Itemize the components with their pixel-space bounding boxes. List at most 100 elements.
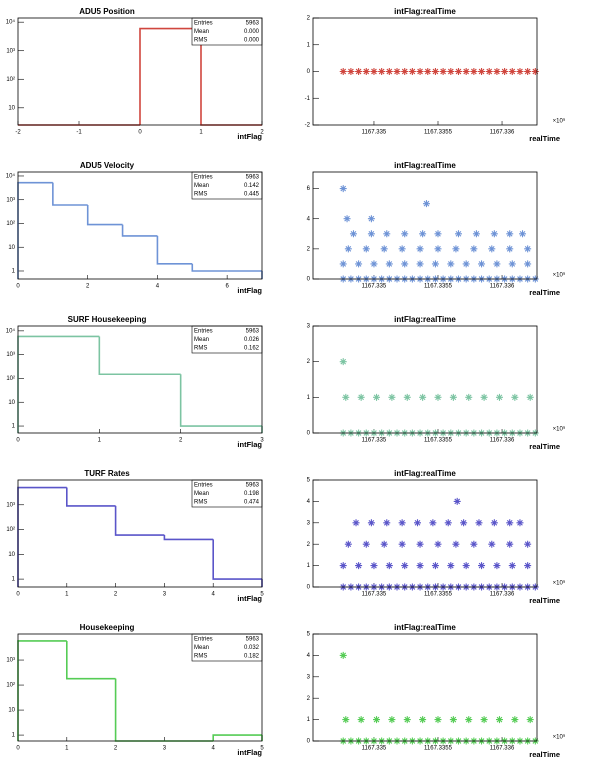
- point: [431, 562, 439, 570]
- x-tick-label: 1: [65, 746, 69, 752]
- point: [343, 215, 351, 223]
- point: [508, 260, 516, 268]
- stats-value: 0.000: [244, 29, 260, 35]
- y-tick-label: 1: [12, 577, 16, 583]
- plot-frame: [17, 479, 263, 588]
- point: [462, 68, 470, 75]
- point: [344, 245, 352, 253]
- stats-value: 0.162: [244, 346, 260, 352]
- x-tick-label: 1: [98, 438, 102, 444]
- point: [419, 716, 427, 724]
- x-tick-label: 1167.335: [362, 592, 387, 598]
- stats-value: 0.474: [244, 500, 260, 506]
- point: [388, 393, 396, 401]
- point: [490, 519, 498, 527]
- point: [480, 716, 488, 724]
- y-tick-label: 4: [307, 216, 311, 222]
- x-axis-title: intFlag: [237, 748, 262, 757]
- point: [362, 68, 370, 75]
- plot-frame: [312, 325, 538, 434]
- x-tick-label: 3: [260, 438, 264, 444]
- histogram-bin: [191, 263, 228, 272]
- y-tick-label: 0: [307, 277, 311, 283]
- point: [516, 68, 524, 75]
- x-tick-label: 4: [156, 284, 160, 290]
- point: [478, 68, 486, 75]
- y-tick-label: 10³: [6, 352, 15, 358]
- panel-title: Housekeeping: [80, 623, 135, 632]
- y-tick-label: -1: [305, 96, 311, 102]
- point: [526, 716, 534, 724]
- point: [470, 68, 478, 75]
- stats-box: [191, 633, 263, 662]
- point: [403, 716, 411, 724]
- point: [506, 519, 514, 527]
- point: [422, 200, 430, 208]
- y-tick-label: 10²: [6, 221, 15, 227]
- point: [355, 562, 363, 570]
- y-tick-label: 4: [307, 499, 311, 505]
- stats-label: Mean: [194, 183, 209, 189]
- x-tick-label: 1167.336: [490, 284, 515, 290]
- x-tick-label: 6: [225, 284, 229, 290]
- point: [434, 245, 442, 253]
- point: [508, 562, 516, 570]
- x-tick-label: 5: [260, 746, 264, 752]
- point: [424, 68, 432, 75]
- y-tick-label: 10: [8, 552, 15, 558]
- stats-label: RMS: [194, 654, 207, 660]
- y-tick-label: 10²: [6, 77, 15, 83]
- panel-title: intFlag:realTime: [394, 469, 456, 478]
- plot-frame: [312, 171, 538, 280]
- y-tick-label: 1: [307, 42, 311, 48]
- point: [511, 393, 519, 401]
- point: [449, 393, 457, 401]
- x-tick-label: 3: [163, 746, 167, 752]
- point: [526, 393, 534, 401]
- point: [355, 68, 363, 75]
- y-tick-label: 10³: [6, 502, 15, 508]
- y-tick-label: 6: [307, 186, 311, 192]
- point: [403, 393, 411, 401]
- histogram-bin: [66, 487, 116, 507]
- point: [362, 540, 370, 548]
- stats-value: 5963: [246, 21, 260, 27]
- point: [434, 716, 442, 724]
- point: [439, 68, 447, 75]
- x-axis-title: realTime: [529, 750, 560, 759]
- point: [431, 260, 439, 268]
- point: [447, 562, 455, 570]
- point: [475, 519, 483, 527]
- point: [355, 260, 363, 268]
- point: [385, 260, 393, 268]
- x-multiplier: ×10⁹: [553, 580, 566, 587]
- histogram-bin: [121, 224, 158, 237]
- stats-label: Entries: [194, 483, 213, 489]
- y-tick-label: 2: [307, 542, 311, 548]
- point: [493, 562, 501, 570]
- point: [416, 562, 424, 570]
- point: [516, 519, 524, 527]
- point: [362, 245, 370, 253]
- point: [383, 519, 391, 527]
- x-tick-label: 2: [86, 284, 90, 290]
- point: [447, 68, 455, 75]
- y-tick-label: 10²: [6, 527, 15, 533]
- plot-frame: [17, 325, 263, 434]
- stats-box: [191, 479, 263, 508]
- point: [416, 245, 424, 253]
- point: [370, 562, 378, 570]
- y-tick-label: 0: [307, 69, 311, 75]
- point: [452, 245, 460, 253]
- point: [495, 716, 503, 724]
- x-tick-label: 1167.3355: [424, 284, 453, 290]
- y-tick-label: 10: [8, 708, 15, 714]
- point: [339, 260, 347, 268]
- y-tick-label: 2: [307, 696, 311, 702]
- y-tick-label: 3: [307, 520, 311, 526]
- x-tick-label: -2: [15, 130, 21, 136]
- point: [398, 245, 406, 253]
- point: [524, 68, 532, 75]
- x-tick-label: 1167.335: [362, 130, 387, 136]
